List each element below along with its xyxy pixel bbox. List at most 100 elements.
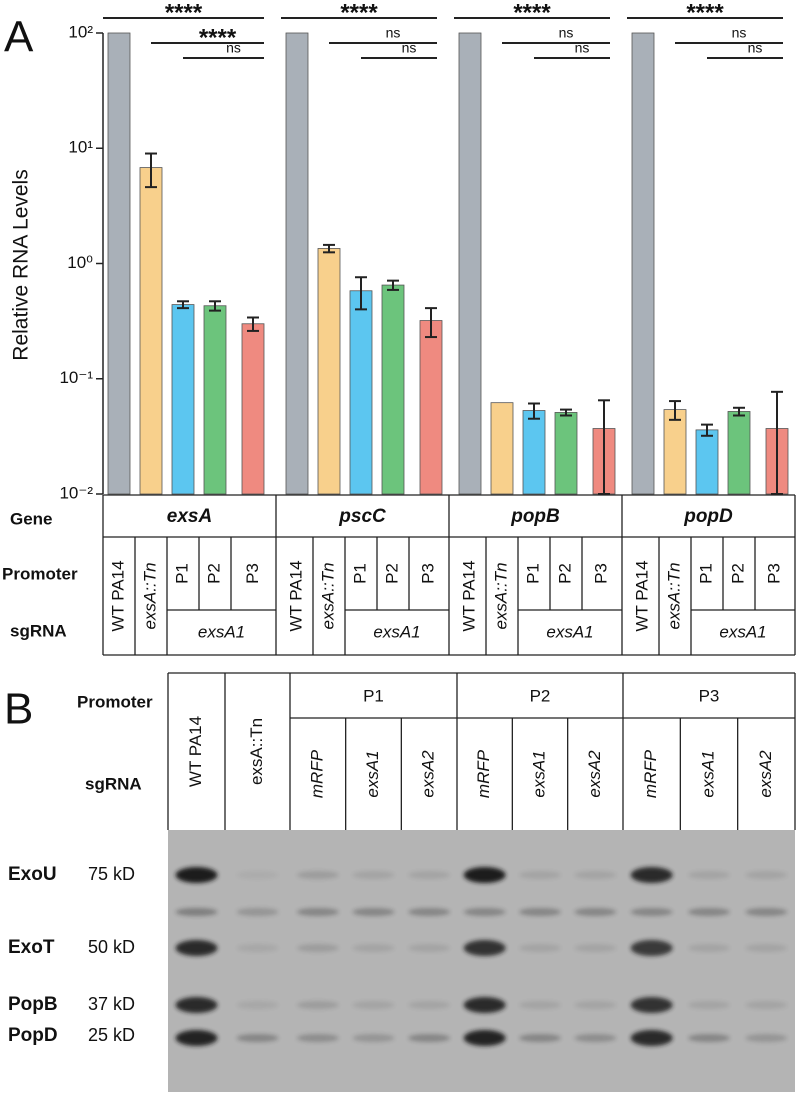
blot-band — [236, 944, 279, 952]
error-bar — [247, 316, 259, 332]
blot-band — [352, 944, 395, 952]
blot-band — [352, 1034, 395, 1042]
blot-band — [296, 1034, 339, 1042]
column-label: P1 — [172, 563, 191, 584]
significance-label: **** — [199, 24, 237, 51]
significance-label: **** — [165, 0, 203, 26]
blot-band — [574, 944, 617, 952]
lane-label: WT PA14 — [186, 716, 205, 787]
promoter-label: P1 — [363, 686, 384, 705]
protein-label: PopB — [8, 994, 58, 1015]
blot-band — [175, 1030, 218, 1046]
column-label: P3 — [418, 563, 437, 584]
column-label: WT PA14 — [108, 560, 127, 631]
bar — [171, 304, 195, 495]
blot-band — [574, 871, 617, 879]
blot-band — [745, 1001, 788, 1009]
bar — [381, 284, 405, 495]
blot-band — [463, 1030, 506, 1046]
blot-band — [463, 867, 506, 883]
error-bar — [701, 423, 713, 437]
gene-name: popB — [510, 506, 560, 527]
significance-label: **** — [686, 0, 724, 26]
bar — [419, 320, 443, 495]
sgrna-label: exsA2 — [585, 750, 604, 798]
error-bar — [209, 300, 221, 312]
row-label: sgRNA — [10, 621, 67, 640]
blot-band — [236, 908, 279, 916]
error-bar — [598, 399, 610, 495]
size-label: 25 kD — [88, 1025, 135, 1045]
column-label: exsA::Tn — [318, 562, 337, 629]
blot-band — [463, 908, 506, 916]
size-label: 75 kD — [88, 864, 135, 884]
sgrna-label: mRFP — [641, 749, 660, 798]
blot-band — [175, 997, 218, 1013]
bar — [458, 32, 482, 495]
blot-band — [688, 1001, 730, 1009]
bar — [631, 32, 655, 495]
sgrna-label: exsA1 — [373, 622, 420, 641]
significance-label: ns — [226, 40, 241, 56]
blot-band — [519, 1034, 561, 1042]
blot-band — [630, 997, 673, 1013]
blot-band — [175, 940, 218, 956]
significance-label: **** — [513, 0, 551, 26]
blot-band — [236, 1034, 279, 1042]
error-bar — [323, 243, 335, 254]
blot-band — [463, 940, 506, 956]
row-label: Promoter — [2, 564, 78, 583]
bar — [203, 305, 227, 495]
column-label: P1 — [523, 563, 542, 584]
bar — [695, 429, 719, 495]
significance-label: ns — [559, 25, 574, 41]
column-label: P2 — [382, 563, 401, 584]
size-label: 37 kD — [88, 994, 135, 1014]
column-label: WT PA14 — [286, 560, 305, 631]
blot-band — [296, 944, 339, 952]
sgrna-label: mRFP — [307, 749, 326, 798]
y-tick-label: 10² — [68, 22, 93, 41]
column-label: P2 — [728, 563, 747, 584]
error-bar — [669, 400, 681, 421]
error-bar — [145, 152, 157, 189]
sgrna-label: exsA2 — [419, 750, 438, 798]
blot-band — [296, 1001, 339, 1009]
blot-band — [408, 944, 451, 952]
significance-label: ns — [732, 25, 747, 41]
column-label: P2 — [555, 563, 574, 584]
significance-label: ns — [402, 40, 417, 56]
error-bar — [771, 390, 783, 495]
gene-name: popD — [683, 506, 733, 527]
bar — [522, 410, 546, 495]
sgrna-label: mRFP — [474, 749, 493, 798]
blot-band — [630, 1030, 673, 1046]
bar — [241, 323, 265, 495]
column-label: exsA::Tn — [140, 562, 159, 629]
blot-band — [574, 908, 617, 916]
significance-label: ns — [748, 40, 763, 56]
error-bar — [425, 307, 437, 339]
sgrna-label: exsA1 — [719, 622, 766, 641]
error-bar — [355, 276, 367, 311]
bar — [727, 411, 751, 495]
lane-label: exsA::Tn — [247, 718, 266, 785]
blot-band — [630, 908, 673, 916]
column-label: P2 — [204, 563, 223, 584]
error-bar — [560, 408, 572, 417]
blot-band — [236, 871, 279, 879]
sgrna-label: exsA2 — [756, 750, 775, 798]
panel-label: A — [4, 13, 34, 62]
blot-band — [574, 1001, 617, 1009]
blot-band — [296, 908, 339, 916]
blot-band — [745, 944, 788, 952]
column-label: P3 — [591, 563, 610, 584]
column-label: exsA::Tn — [664, 562, 683, 629]
y-tick-label: 10⁰ — [67, 253, 93, 272]
column-label: P3 — [764, 563, 783, 584]
blot-band — [463, 997, 506, 1013]
row-label: Gene — [10, 509, 53, 528]
size-label: 50 kD — [88, 937, 135, 957]
blot-band — [408, 908, 451, 916]
row-label: sgRNA — [85, 774, 142, 793]
